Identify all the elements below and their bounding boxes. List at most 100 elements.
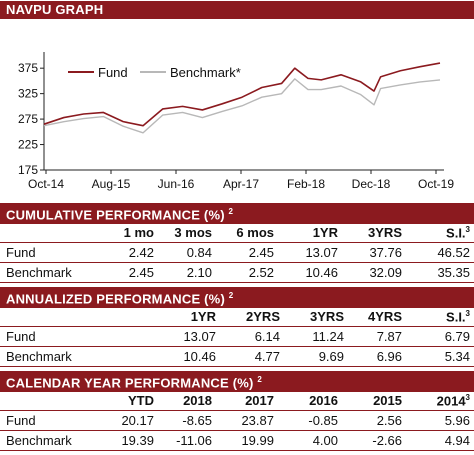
x-tick-label: Aug-15	[92, 177, 131, 191]
calendar-year-performance-header: CALENDAR YEAR PERFORMANCE (%) 2	[0, 371, 474, 393]
table-header-cell-si: S.I.3	[406, 307, 474, 327]
legend-label-fund: Fund	[98, 65, 128, 80]
y-tick-label: 225	[18, 138, 38, 152]
table-cell: 11.24	[284, 326, 348, 347]
table-cell: 32.09	[342, 262, 406, 283]
x-tick-label: Oct-14	[28, 177, 64, 191]
table-cell: 13.07	[158, 326, 220, 347]
row-label: Benchmark	[0, 346, 158, 367]
table-cell: 0.84	[158, 242, 216, 263]
table-header-row: 1 mo 3 mos 6 mos 1YR 3YRS S.I.3	[0, 223, 474, 243]
x-tick-label: Jun-16	[158, 177, 195, 191]
table-cell: 4.77	[220, 346, 284, 367]
row-label: Fund	[0, 326, 158, 347]
table-row: Benchmark 2.45 2.10 2.52 10.46 32.09 35.…	[0, 262, 474, 283]
y-tick-label: 375	[18, 61, 38, 75]
calendar-year-performance-title: CALENDAR YEAR PERFORMANCE (%)	[6, 375, 254, 391]
table-cell: 35.35	[406, 262, 474, 283]
x-tick-label: Apr-17	[223, 177, 259, 191]
table-cell: -2.66	[342, 430, 406, 451]
table-cell: 2.45	[96, 262, 158, 283]
table-header-cell-si: S.I.3	[406, 223, 474, 243]
x-tick-label: Dec-18	[352, 177, 391, 191]
row-label: Fund	[0, 410, 96, 431]
table-cell: 7.87	[348, 326, 406, 347]
navpu-graph-title: NAVPU GRAPH	[6, 2, 104, 17]
benchmark-series-line	[43, 78, 441, 134]
table-cell: 6.79	[406, 326, 474, 347]
table-cell: 6.14	[220, 326, 284, 347]
table-cell: -8.65	[158, 410, 216, 431]
table-header-cell: 6 mos	[216, 223, 278, 243]
annualized-performance-title: ANNUALIZED PERFORMANCE (%)	[6, 291, 225, 307]
table-cell: 20.17	[96, 410, 158, 431]
table-cell: 6.96	[348, 346, 406, 367]
x-tick-label: Feb-18	[287, 177, 325, 191]
table-cell: -0.85	[278, 410, 342, 431]
table-header-cell: 1 mo	[96, 223, 158, 243]
calendar-year-performance-table: YTD 2018 2017 2016 2015 20143 Fund 20.17…	[0, 391, 474, 451]
table-header-cell: 1YR	[278, 223, 342, 243]
table-cell: 9.69	[284, 346, 348, 367]
table-cell: 37.76	[342, 242, 406, 263]
table-cell: 19.99	[216, 430, 278, 451]
annualized-performance-table: 1YR 2YRS 3YRS 4YRS S.I.3 Fund 13.07 6.14…	[0, 307, 474, 367]
table-header-cell: 3YRS	[284, 307, 348, 327]
table-cell: 5.96	[406, 410, 474, 431]
table-cell: 2.52	[216, 262, 278, 283]
table-cell: 46.52	[406, 242, 474, 263]
table-header-cell: YTD	[96, 391, 158, 411]
table-header-cell: 2015	[342, 391, 406, 411]
y-tick-label: 175	[18, 163, 38, 177]
table-cell: 19.39	[96, 430, 158, 451]
table-cell: 2.42	[96, 242, 158, 263]
table-header-cell	[0, 223, 96, 243]
table-row: Benchmark 19.39 -11.06 19.99 4.00 -2.66 …	[0, 430, 474, 451]
table-row: Fund 20.17 -8.65 23.87 -0.85 2.56 5.96	[0, 410, 474, 431]
table-cell: -11.06	[158, 430, 216, 451]
table-cell: 23.87	[216, 410, 278, 431]
navpu-chart: 375 325 275 225 175 Oct-14 Aug-15 Jun-16 Apr-17 F…	[0, 20, 474, 200]
row-label: Benchmark	[0, 430, 96, 451]
table-header-cell: 2016	[278, 391, 342, 411]
table-header-cell: 1YR	[158, 307, 220, 327]
x-tick-label: Oct-19	[418, 177, 454, 191]
table-cell: 2.45	[216, 242, 278, 263]
table-header-cell	[0, 307, 158, 327]
table-cell: 4.94	[406, 430, 474, 451]
table-header-cell	[0, 391, 96, 411]
row-label: Benchmark	[0, 262, 96, 283]
cumulative-performance-header: CUMULATIVE PERFORMANCE (%) 2	[0, 203, 474, 225]
table-header-cell: 2018	[158, 391, 216, 411]
legend-label-benchmark: Benchmark*	[170, 65, 241, 80]
calendar-footnote-marker: 2	[257, 375, 262, 384]
cumulative-performance-title: CUMULATIVE PERFORMANCE (%)	[6, 207, 225, 223]
cumulative-performance-table: 1 mo 3 mos 6 mos 1YR 3YRS S.I.3 Fund 2.4…	[0, 223, 474, 283]
table-row: Benchmark 10.46 4.77 9.69 6.96 5.34	[0, 346, 474, 367]
table-cell: 13.07	[278, 242, 342, 263]
cumulative-footnote-marker: 2	[228, 207, 234, 216]
table-header-cell: 2YRS	[220, 307, 284, 327]
table-row: Fund 13.07 6.14 11.24 7.87 6.79	[0, 326, 474, 347]
table-header-cell-2014: 20143	[406, 391, 474, 411]
table-header-cell: 3 mos	[158, 223, 216, 243]
table-header-cell: 4YRS	[348, 307, 406, 327]
fund-series-line	[43, 62, 441, 127]
annualized-performance-header: ANNUALIZED PERFORMANCE (%) 2	[0, 287, 474, 309]
table-cell: 5.34	[406, 346, 474, 367]
annualized-footnote-marker: 2	[228, 291, 234, 300]
table-cell: 2.10	[158, 262, 216, 283]
table-header-row: 1YR 2YRS 3YRS 4YRS S.I.3	[0, 307, 474, 327]
table-header-cell: 3YRS	[342, 223, 406, 243]
table-cell: 10.46	[158, 346, 220, 367]
y-tick-label: 325	[18, 87, 38, 101]
table-header-cell: 2017	[216, 391, 278, 411]
table-row: Fund 2.42 0.84 2.45 13.07 37.76 46.52	[0, 242, 474, 263]
y-tick-label: 275	[18, 112, 38, 126]
table-cell: 4.00	[278, 430, 342, 451]
navpu-graph-header: NAVPU GRAPH	[0, 1, 474, 19]
table-cell: 10.46	[278, 262, 342, 283]
row-label: Fund	[0, 242, 96, 263]
